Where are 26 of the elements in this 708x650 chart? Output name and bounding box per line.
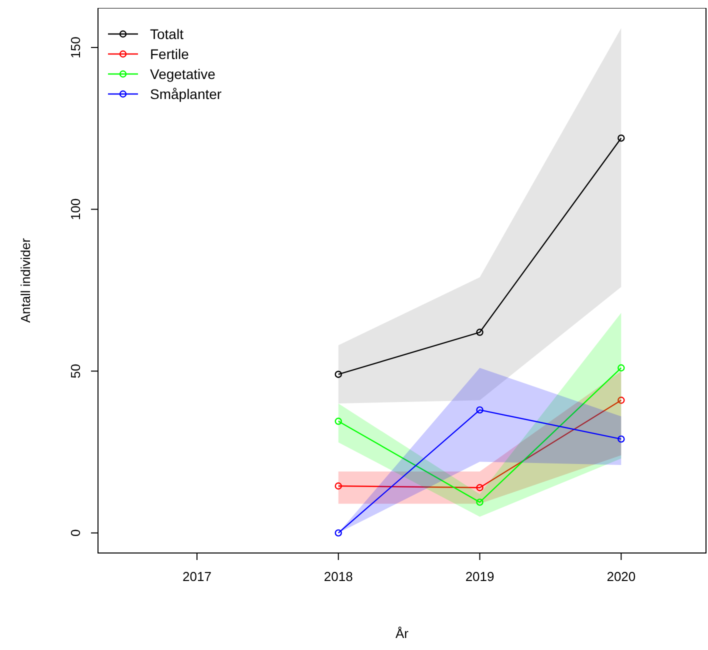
point: [618, 396, 625, 404]
x-tick-label: 2020: [606, 569, 636, 584]
x-tick-label: 2018: [324, 569, 353, 584]
x-tick-label: 2019: [465, 569, 494, 584]
point: [476, 484, 484, 492]
point: [618, 435, 625, 443]
y-tick-label: 150: [68, 36, 83, 58]
point: [476, 406, 484, 414]
point: [618, 364, 625, 372]
x-tick-label: 2017: [182, 569, 212, 584]
point: [334, 482, 342, 490]
point: [334, 529, 342, 537]
y-tick-label: 100: [68, 198, 83, 220]
legend-label: Småplanter: [150, 86, 222, 102]
legend-label: Totalt: [150, 26, 184, 42]
legend-label: Vegetative: [150, 66, 216, 82]
point: [334, 418, 342, 425]
point: [476, 328, 484, 336]
point: [334, 370, 342, 378]
y-tick-label: 50: [68, 364, 83, 378]
y-axis-title: Antall individer: [18, 238, 33, 323]
point: [618, 134, 625, 142]
point: [476, 498, 484, 506]
x-axis-title: År: [396, 626, 410, 641]
legend-label: Fertile: [150, 46, 190, 62]
y-tick-label: 0: [68, 529, 83, 537]
